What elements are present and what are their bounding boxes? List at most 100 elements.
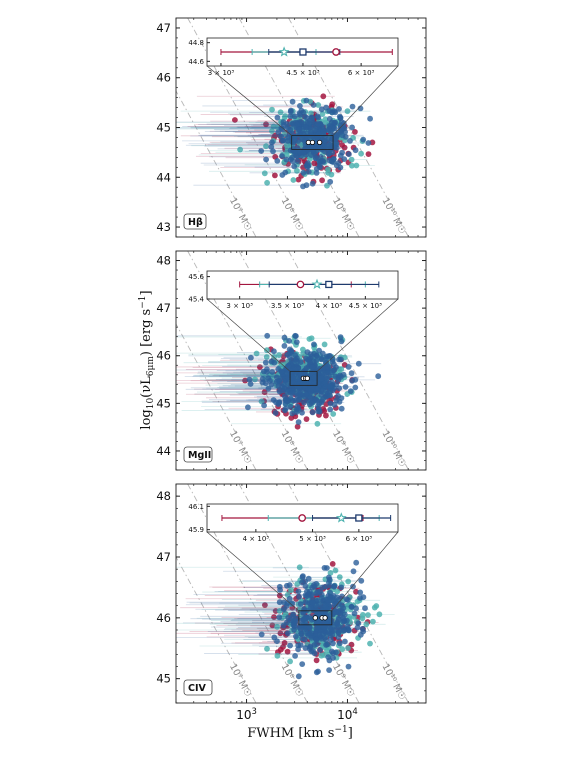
data-point [320, 396, 326, 403]
data-point [274, 623, 280, 630]
data-point [261, 368, 267, 375]
data-point [314, 610, 321, 617]
data-point [313, 386, 320, 393]
data-point [292, 352, 299, 359]
data-point [348, 156, 355, 163]
data-point [336, 106, 342, 112]
data-point [298, 119, 305, 125]
data-point [309, 364, 316, 371]
panel-label: MgII [188, 450, 211, 461]
y-axis-label: log10(νL6μm) [erg s−1] [138, 290, 156, 429]
data-point [297, 103, 303, 109]
panel-label: CIV [188, 683, 207, 694]
inset-x-tick-label: 4 × 10³ [243, 535, 270, 543]
data-point [296, 126, 302, 133]
data-point [345, 663, 352, 670]
data-point [311, 144, 317, 150]
data-point [342, 638, 348, 645]
mass-line-label: 10⁸ M☉ [279, 196, 305, 233]
data-point [247, 381, 254, 387]
inset-x-tick-label: 4 × 10³ [316, 302, 343, 310]
data-point [311, 581, 317, 588]
data-point [269, 369, 276, 375]
data-point [294, 581, 301, 587]
data-point [308, 133, 315, 139]
inset-median-star [311, 278, 323, 290]
inset-x-tick-label: 4.5 × 10³ [286, 69, 319, 77]
data-point [287, 108, 294, 115]
inset-median-square [299, 48, 307, 56]
x-tick-exp: 4 [352, 707, 357, 717]
data-point [263, 121, 269, 128]
mass-line-label: 10¹⁰ M☉ [380, 429, 408, 469]
data-point [295, 646, 301, 653]
data-point [271, 634, 278, 641]
y-tick-label: 45 [156, 396, 171, 410]
data-point [263, 156, 269, 163]
data-point [261, 389, 268, 396]
data-point [242, 377, 249, 384]
data-point [288, 368, 295, 375]
data-point [348, 370, 355, 377]
data-point [327, 406, 334, 413]
data-point [273, 399, 279, 406]
data-point [262, 602, 268, 608]
data-point [311, 374, 318, 381]
data-point [281, 385, 288, 391]
mass-line [176, 556, 257, 703]
connector-line [332, 65, 399, 136]
data-point [313, 170, 320, 176]
data-point [303, 391, 309, 398]
data-point [301, 381, 308, 388]
data-point [314, 588, 321, 595]
data-point [300, 346, 306, 353]
median-marker-main [322, 615, 328, 621]
data-point [308, 388, 314, 395]
data-point [300, 169, 307, 176]
median-marker-main [317, 139, 323, 146]
data-point [307, 604, 314, 611]
inset-x-tick-label: 4.5 × 10³ [349, 302, 382, 310]
data-point [293, 633, 299, 640]
data-point [332, 109, 339, 116]
data-point [285, 614, 292, 621]
data-point [329, 561, 336, 567]
data-point [289, 410, 296, 417]
data-point [291, 626, 297, 633]
data-point [329, 135, 336, 142]
data-point [285, 134, 291, 141]
data-point [269, 139, 275, 146]
data-point [375, 373, 382, 380]
data-point [295, 673, 302, 680]
data-point [278, 368, 285, 375]
data-point [263, 354, 270, 360]
data-point [280, 644, 286, 650]
data-point [291, 618, 297, 624]
x-tick-label: 104 [337, 707, 358, 722]
data-point [336, 385, 343, 392]
data-point [352, 384, 359, 391]
data-point [303, 416, 310, 422]
data-point [269, 622, 276, 629]
data-point [299, 661, 306, 667]
data-point [313, 657, 320, 664]
data-point [302, 599, 309, 605]
data-point [321, 341, 328, 348]
data-point [308, 152, 315, 159]
data-point [323, 412, 329, 419]
data-point [345, 364, 352, 370]
data-point [277, 109, 284, 116]
inset-median-star [335, 512, 347, 523]
data-point [313, 396, 320, 403]
data-point [334, 594, 340, 601]
data-point [296, 148, 303, 155]
inset-x-tick-label: 3 × 10³ [208, 69, 235, 77]
data-point [325, 597, 331, 603]
data-point [272, 410, 279, 416]
data-point [297, 642, 304, 648]
connector-line [206, 531, 300, 612]
data-point [296, 564, 303, 571]
data-point [276, 614, 283, 621]
data-point [302, 583, 309, 589]
